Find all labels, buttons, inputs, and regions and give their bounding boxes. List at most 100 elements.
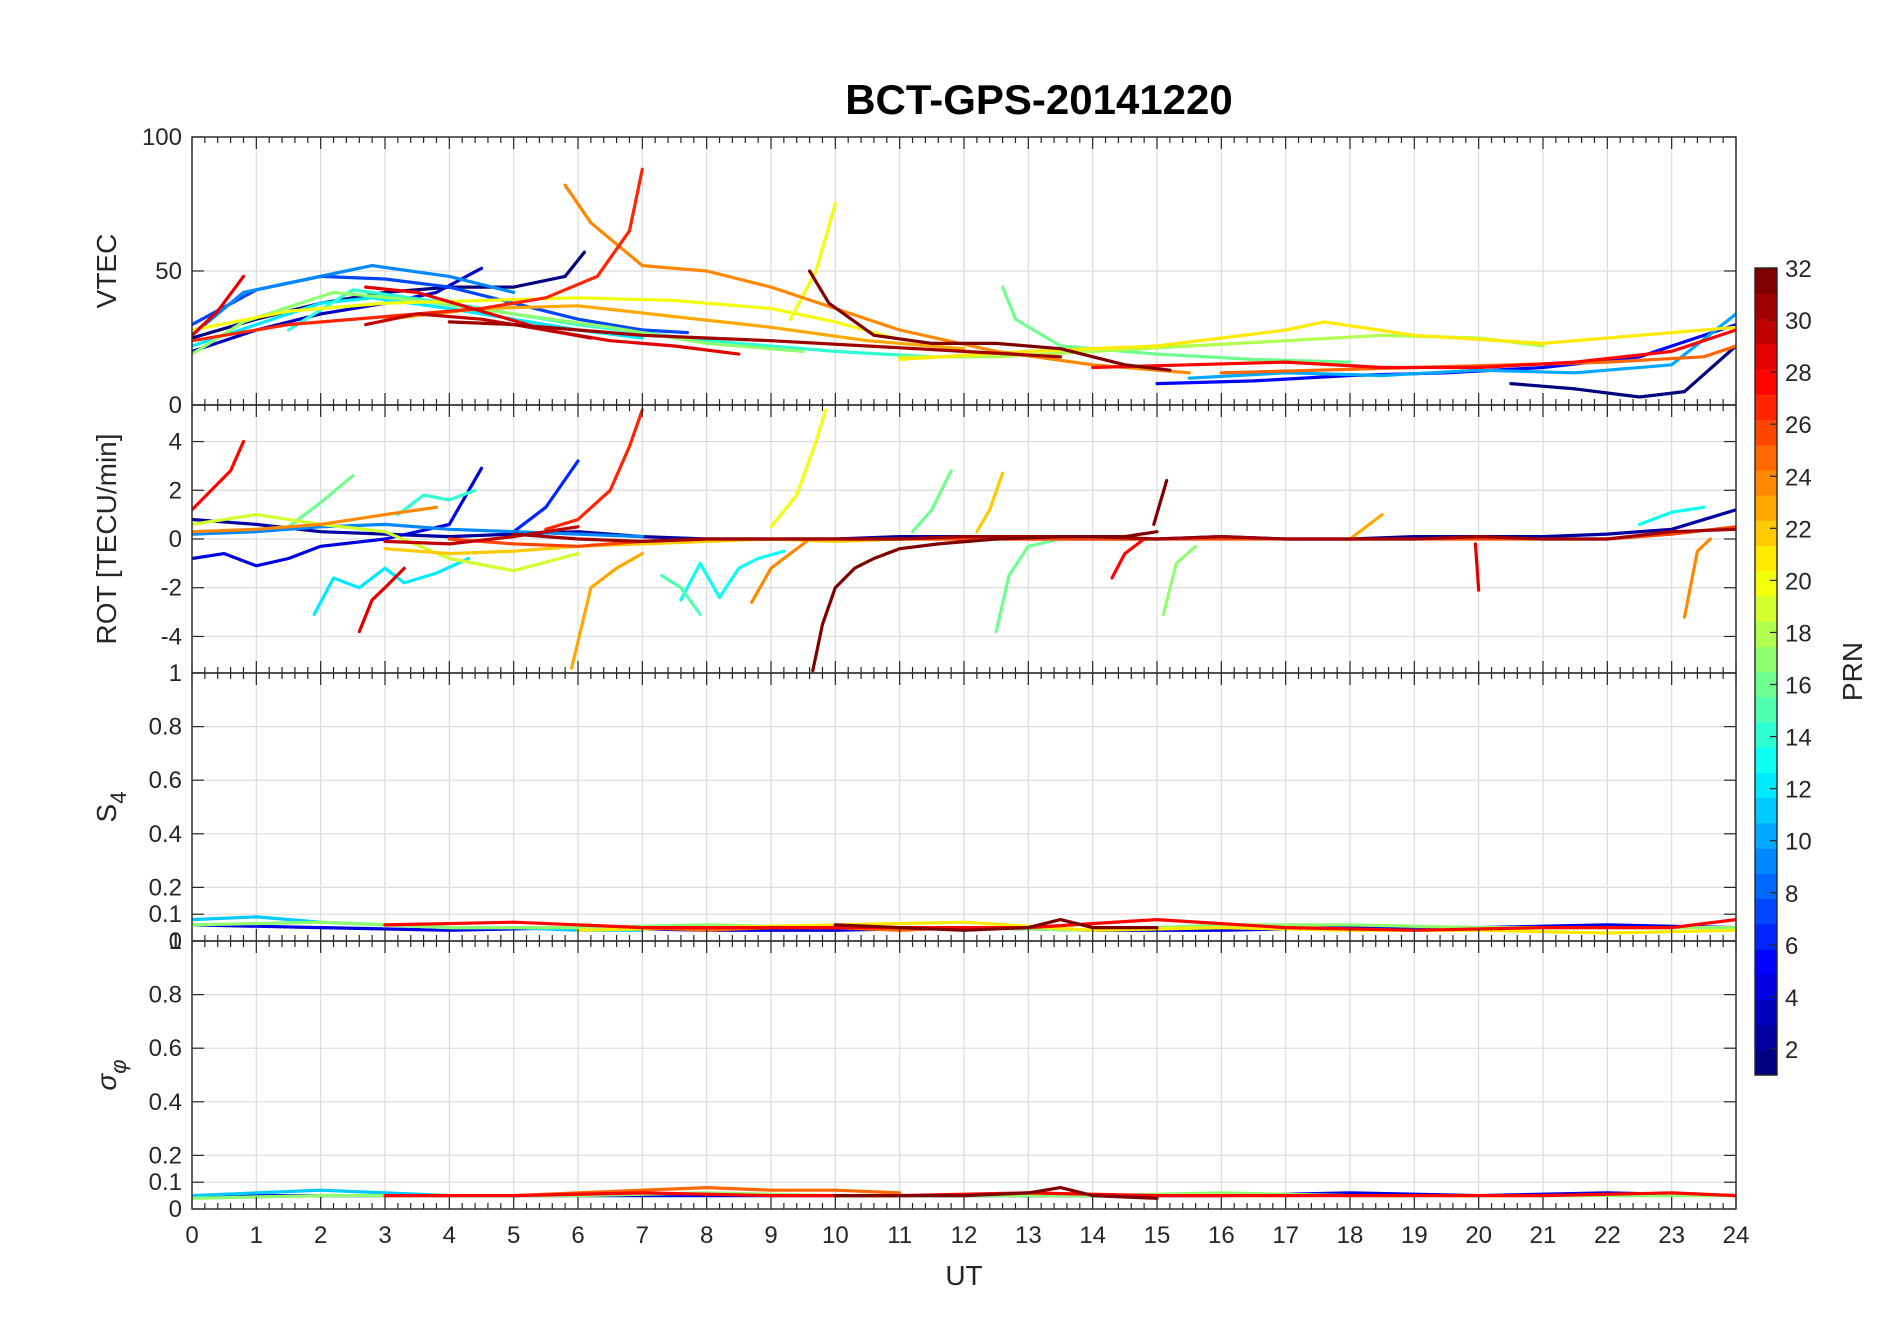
- colorbar-segment: [1755, 646, 1777, 673]
- chart-title: BCT-GPS-20141220: [845, 76, 1233, 123]
- series-prn-28: [383, 917, 1736, 932]
- series-prn-32: [811, 530, 1159, 673]
- x-tick-label: 14: [1079, 1222, 1106, 1249]
- y-tick-label: 0: [169, 392, 182, 419]
- y-tick-label: 0.2: [149, 1142, 182, 1169]
- colorbar-segment: [1755, 595, 1777, 622]
- y-tick-label: 0.4: [149, 1089, 182, 1116]
- colorbar-tick-label: 26: [1785, 412, 1812, 439]
- y-axis-label-s4: S4: [91, 792, 131, 823]
- y-tick-label: -4: [161, 623, 182, 650]
- colorbar-tick-label: 30: [1785, 308, 1812, 335]
- y-tick-label: 0: [169, 928, 182, 955]
- series-prn-24: [563, 183, 1191, 375]
- colorbar-tick-label: 28: [1785, 360, 1812, 387]
- colorbar-segment: [1755, 343, 1777, 370]
- series-prn-32: [833, 1185, 1159, 1200]
- colorbar-tick-label: 18: [1785, 620, 1812, 647]
- y-tick-label: 0.8: [149, 982, 182, 1009]
- x-tick-label: 24: [1723, 1222, 1750, 1249]
- colorbar-tick-label: 16: [1785, 673, 1812, 700]
- colorbar-segment: [1755, 520, 1777, 547]
- colorbar-tick-label: 12: [1785, 777, 1812, 804]
- colorbar-tick-label: 20: [1785, 568, 1812, 595]
- y-tick-label: 0: [169, 526, 182, 553]
- series-prn-32: [807, 269, 1172, 372]
- colorbar-tick-label: 2: [1785, 1037, 1798, 1064]
- series-prn-15: [659, 573, 702, 617]
- colorbar-segment: [1755, 419, 1777, 446]
- colorbar-segment: [1755, 469, 1777, 496]
- x-tick-label: 23: [1658, 1222, 1685, 1249]
- series-prn-21: [898, 320, 1736, 361]
- series-prn-31: [447, 320, 1063, 359]
- y-tick-label: 100: [142, 124, 182, 151]
- colorbar-segment: [1755, 268, 1777, 294]
- y-tick-label: 2: [169, 477, 182, 504]
- colorbar-segment: [1755, 1049, 1777, 1076]
- series-prn-12: [312, 556, 471, 617]
- series-prn-29: [192, 274, 246, 337]
- traces-sigma_phi: [192, 1185, 1736, 1200]
- colorbar-segment: [1755, 318, 1777, 345]
- colorbar-tick-label: 24: [1785, 464, 1812, 491]
- y-tick-label: -2: [161, 575, 182, 602]
- y-axis-label-rot: ROT [TECU/min]: [91, 433, 122, 644]
- series-prn-14: [286, 288, 934, 359]
- series-prn-14: [396, 488, 477, 517]
- x-tick-label: 7: [636, 1222, 649, 1249]
- series-prn-16: [286, 474, 355, 529]
- y-tick-label: 0.1: [149, 901, 182, 928]
- series-prn-28: [1091, 328, 1736, 370]
- series-prn-4: [192, 466, 484, 568]
- x-tick-label: 1: [250, 1222, 263, 1249]
- series-prn-29: [357, 566, 406, 634]
- x-tick-label: 22: [1594, 1222, 1621, 1249]
- colorbar-tick-label: 22: [1785, 516, 1812, 543]
- panel-vtec: 0 50 100 VTEC: [91, 124, 1737, 419]
- colorbar-segment: [1755, 1024, 1777, 1051]
- y-tick-label: 50: [155, 258, 182, 285]
- y-tick-label: 0.1: [149, 1169, 182, 1196]
- x-tick-label: 16: [1208, 1222, 1235, 1249]
- series-prn-27: [192, 167, 644, 343]
- y-tick-label: 0.6: [149, 1035, 182, 1062]
- colorbar-segment: [1755, 721, 1777, 748]
- series-prn-9: [192, 264, 516, 337]
- series-prn-19: [192, 512, 580, 573]
- colorbar-segment: [1755, 923, 1777, 950]
- x-tick-label: 10: [822, 1222, 849, 1249]
- x-tick-label: 11: [887, 1222, 912, 1249]
- x-tick-label: 18: [1337, 1222, 1364, 1249]
- y-tick-label: 1: [169, 928, 182, 955]
- series-prn-1: [1509, 344, 1736, 399]
- colorbar-tick-label: 32: [1785, 256, 1812, 283]
- x-tick-label: 17: [1272, 1222, 1299, 1249]
- colorbar-segment: [1755, 974, 1777, 1000]
- x-tick-label: 2: [314, 1222, 327, 1249]
- series-prn-20: [788, 202, 837, 321]
- colorbar-segment: [1755, 444, 1777, 471]
- series-prn-24: [750, 537, 812, 604]
- series-prn-3: [192, 266, 484, 353]
- colorbar-segment: [1755, 772, 1777, 799]
- series-prn-22: [975, 471, 1005, 534]
- colorbar-tick-label: 8: [1785, 881, 1798, 908]
- traces-vtec: [192, 167, 1736, 399]
- y-axis-label-sigma_phi: σφ: [91, 1059, 131, 1090]
- x-tick-label: 0: [185, 1222, 198, 1249]
- series-prn-24: [192, 505, 439, 534]
- series-prn-27: [544, 408, 644, 531]
- series-prn-6: [512, 459, 580, 534]
- x-tick-label: 15: [1144, 1222, 1171, 1249]
- traces-rot: [192, 408, 1736, 673]
- x-axis-label: UT: [945, 1260, 982, 1291]
- colorbar-label: PRN: [1837, 642, 1868, 701]
- x-tick-label: 13: [1015, 1222, 1042, 1249]
- y-tick-label: 0: [169, 1196, 182, 1223]
- colorbar-tick-label: 14: [1785, 725, 1812, 752]
- series-prn-32: [1152, 478, 1169, 527]
